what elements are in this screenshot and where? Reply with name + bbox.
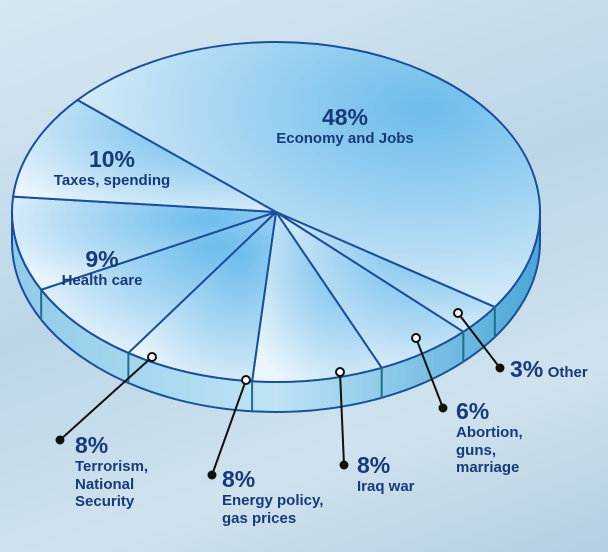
name: Health care: [61, 272, 143, 290]
leaders: [55, 308, 505, 480]
label: 48% Economy and Jobs: [260, 104, 430, 148]
pct: 8%: [357, 452, 391, 478]
name: Terrorism, National Security: [75, 458, 149, 510]
label: 8% Iraq war: [357, 452, 447, 496]
label: 6% Abortion, guns, marriage: [456, 398, 546, 476]
pie-slice: [251, 211, 383, 383]
label: 8% Terrorism, National Security: [75, 432, 165, 510]
name: Iraq war: [357, 478, 415, 496]
pct: 9%: [85, 246, 119, 272]
pct: 6%: [456, 398, 490, 424]
pct: 8%: [222, 466, 256, 492]
pct: 8%: [75, 432, 109, 458]
pie-slice: [11, 195, 277, 291]
pct: 48%: [321, 104, 369, 130]
name: Energy policy, gas prices: [222, 492, 324, 527]
pct: 3%: [510, 356, 544, 382]
pie-group: [11, 41, 541, 413]
pct: 10%: [88, 146, 136, 172]
name: Other: [547, 364, 588, 381]
name: Abortion, guns, marriage: [456, 424, 523, 476]
label: 3% Other: [510, 356, 588, 382]
name: Economy and Jobs: [276, 130, 414, 148]
label: 8% Energy policy, gas prices: [222, 466, 352, 527]
pie-slice: [76, 41, 541, 309]
label: 10% Taxes, spending: [32, 146, 192, 190]
label: 9% Health care: [32, 246, 172, 290]
name: Taxes, spending: [53, 172, 171, 190]
pie-slice: [40, 211, 277, 354]
pie-slice: [12, 99, 277, 213]
